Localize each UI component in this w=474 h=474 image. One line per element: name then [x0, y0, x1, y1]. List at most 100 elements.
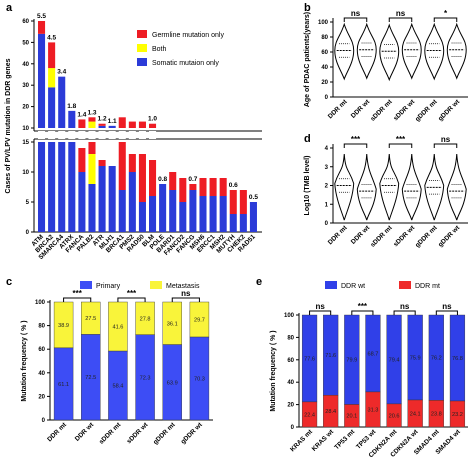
y-tick-label: 80	[321, 35, 328, 41]
y-tick-label: 10	[22, 170, 29, 176]
legend-swatch-0	[137, 30, 147, 38]
violin-sDDR mt	[379, 23, 400, 82]
x-tick-label-gDDR wt: gDDR wt	[437, 224, 462, 249]
significance-label: ***	[351, 135, 361, 144]
significance-bracket	[433, 143, 458, 148]
significance-label: ***	[358, 302, 368, 311]
significance-bracket	[351, 310, 374, 315]
y-tick-label: 15	[22, 140, 29, 146]
significance-bracket	[63, 297, 92, 302]
bar-bottom-sDDR wt	[135, 334, 155, 421]
panel-letter-e: e	[256, 276, 262, 288]
bar-BLM-Somatic mutaion only	[149, 196, 157, 232]
significance-label: ns	[315, 302, 325, 311]
y-tick-label: 40	[22, 62, 29, 68]
y-tick-label: 1	[325, 202, 329, 208]
total-label-FANCA: 1.4	[77, 111, 86, 118]
y-tick-label: 0	[26, 230, 30, 236]
y-tick-label: 4	[325, 146, 329, 152]
bar-bottom-DDR mt	[53, 347, 74, 421]
y-tick-label: 80	[38, 324, 45, 330]
bar-upper-PALB2-Both	[88, 121, 96, 128]
break-gap	[108, 131, 116, 139]
y-tick-label: 30	[22, 83, 29, 89]
x-tick-label-sDDR mt: sDDR mt	[369, 98, 394, 123]
x-tick-label-DDR mt: DDR mt	[327, 98, 349, 120]
bar-bottom-label-SMAD4 mt: 23.8	[431, 412, 442, 418]
violin-DDR wt	[356, 153, 377, 221]
bar-upper-BLM-Germline mutation only	[149, 123, 157, 128]
bar-upper-SMARCA4-Somatic mutaion only	[58, 76, 66, 128]
panel-letter-b: b	[304, 2, 311, 14]
bar-upper-PALB2-Germline mutation only	[88, 117, 96, 122]
bar-bottom-DDR wt	[81, 334, 101, 421]
bar-bottom-TP53 wt	[365, 391, 381, 428]
total-label-RAD51: 0.5	[249, 194, 258, 201]
significance-label: *	[444, 9, 448, 18]
violin-gDDR wt	[446, 22, 467, 80]
legend-swatch-1	[399, 281, 411, 289]
violin-DDR mt	[334, 153, 355, 221]
break-gap	[118, 131, 126, 139]
bar-top-label-DDR wt: 27.5	[85, 316, 96, 322]
total-label-MLH1: 1.1	[108, 118, 117, 125]
bar-bottom-label-CDKN2A wt: 24.1	[410, 412, 421, 418]
panel-a-chart: a 10 20 30 40 50 60 0 5 10 15 Cases of PV/LPV mutat…	[5, 2, 262, 261]
bar-bottom-label-DDR mt: 61.1	[58, 382, 69, 388]
bar-upper-FANCA-Germline mutation only	[78, 119, 86, 128]
x-tick-label-KRAS mt: KRAS mt	[289, 428, 314, 453]
bar-upper-RAD50-Germline mutation only	[138, 121, 146, 128]
bar-top-label-sDDR wt: 27.8	[140, 316, 151, 322]
bar-MSH2-Germline mutation only	[219, 178, 227, 196]
bar-PALB2-Somatic mutaion only	[88, 184, 96, 232]
bar-ATM-Somatic mutaion only	[38, 142, 46, 232]
bar-MUTYH-Somatic mutaion only	[229, 214, 237, 232]
total-label-MUTYH: 0.6	[229, 182, 238, 189]
y-tick-label: 20	[38, 394, 45, 400]
bar-bottom-label-TP53 mt: 20.1	[346, 414, 357, 420]
x-tick-label-TP53 mt: TP53 mt	[333, 428, 356, 451]
bar-top-label-gDDR mt: 36.1	[167, 321, 178, 327]
bar-bottom-SMAD4 wt	[449, 400, 466, 428]
total-label-ATM: 5.5	[37, 13, 46, 20]
bar-bottom-gDDR wt	[189, 336, 210, 421]
y-tick-label: 20	[287, 403, 294, 409]
legend-swatch-0	[80, 281, 92, 289]
x-tick-label-gDDR mt: gDDR mt	[152, 421, 177, 446]
significance-label: ns	[351, 9, 361, 18]
significance-bracket	[343, 143, 368, 148]
violin-DDR wt	[356, 22, 377, 80]
x-tick-label-DDR wt: DDR wt	[74, 421, 96, 443]
bar-MLH1-Somatic mutaion only	[108, 166, 116, 232]
legend-swatch-0	[325, 281, 337, 289]
bar-top-label-CDKN2A wt: 75.9	[410, 356, 421, 362]
bar-BARD1-Somatic mutaion only	[169, 190, 177, 232]
y-axis-label: Cases of PV/LPV mutation in DDR genes	[5, 58, 12, 193]
y-tick-label: 50	[22, 40, 29, 46]
x-tick-label-DDR mt: DDR mt	[46, 421, 68, 443]
bar-bottom-label-CDKN2A mt: 20.6	[389, 413, 400, 419]
total-label-SMARCA4: 3.4	[57, 69, 66, 76]
y-tick-label: 3	[325, 165, 329, 171]
bar-upper-BRCA2-Both	[48, 68, 56, 88]
bar-bottom-sDDR mt	[108, 350, 128, 421]
bar-top-label-SMAD4 mt: 76.2	[431, 356, 442, 362]
total-label-PALB2: 1.3	[87, 109, 96, 116]
break-gap	[58, 131, 66, 139]
legend-swatch-2	[137, 58, 147, 66]
significance-label: ns	[441, 135, 451, 144]
y-tick-label: 10	[22, 126, 29, 132]
y-tick-label: 40	[287, 380, 294, 386]
break-gap	[38, 131, 46, 139]
bar-CHEK2-Germline mutation only	[239, 190, 247, 214]
bar-upper-MLH1-Somatic mutaion only	[108, 125, 116, 128]
y-tick-label: 0	[325, 221, 329, 227]
bar-BLM-Germline mutation only	[149, 160, 157, 196]
y-tick-label: 2	[325, 184, 329, 190]
significance-label: ns	[442, 302, 452, 311]
bar-top-label-CDKN2A mt: 79.4	[389, 357, 400, 363]
bar-ATR-Somatic mutaion only	[98, 166, 106, 232]
panel-letter-a: a	[6, 2, 13, 14]
panel-c-chart: c 0 20 40 60 80 100 Mutation frequency ( % ) 61.…	[6, 276, 213, 446]
significance-label: ns	[181, 289, 191, 298]
